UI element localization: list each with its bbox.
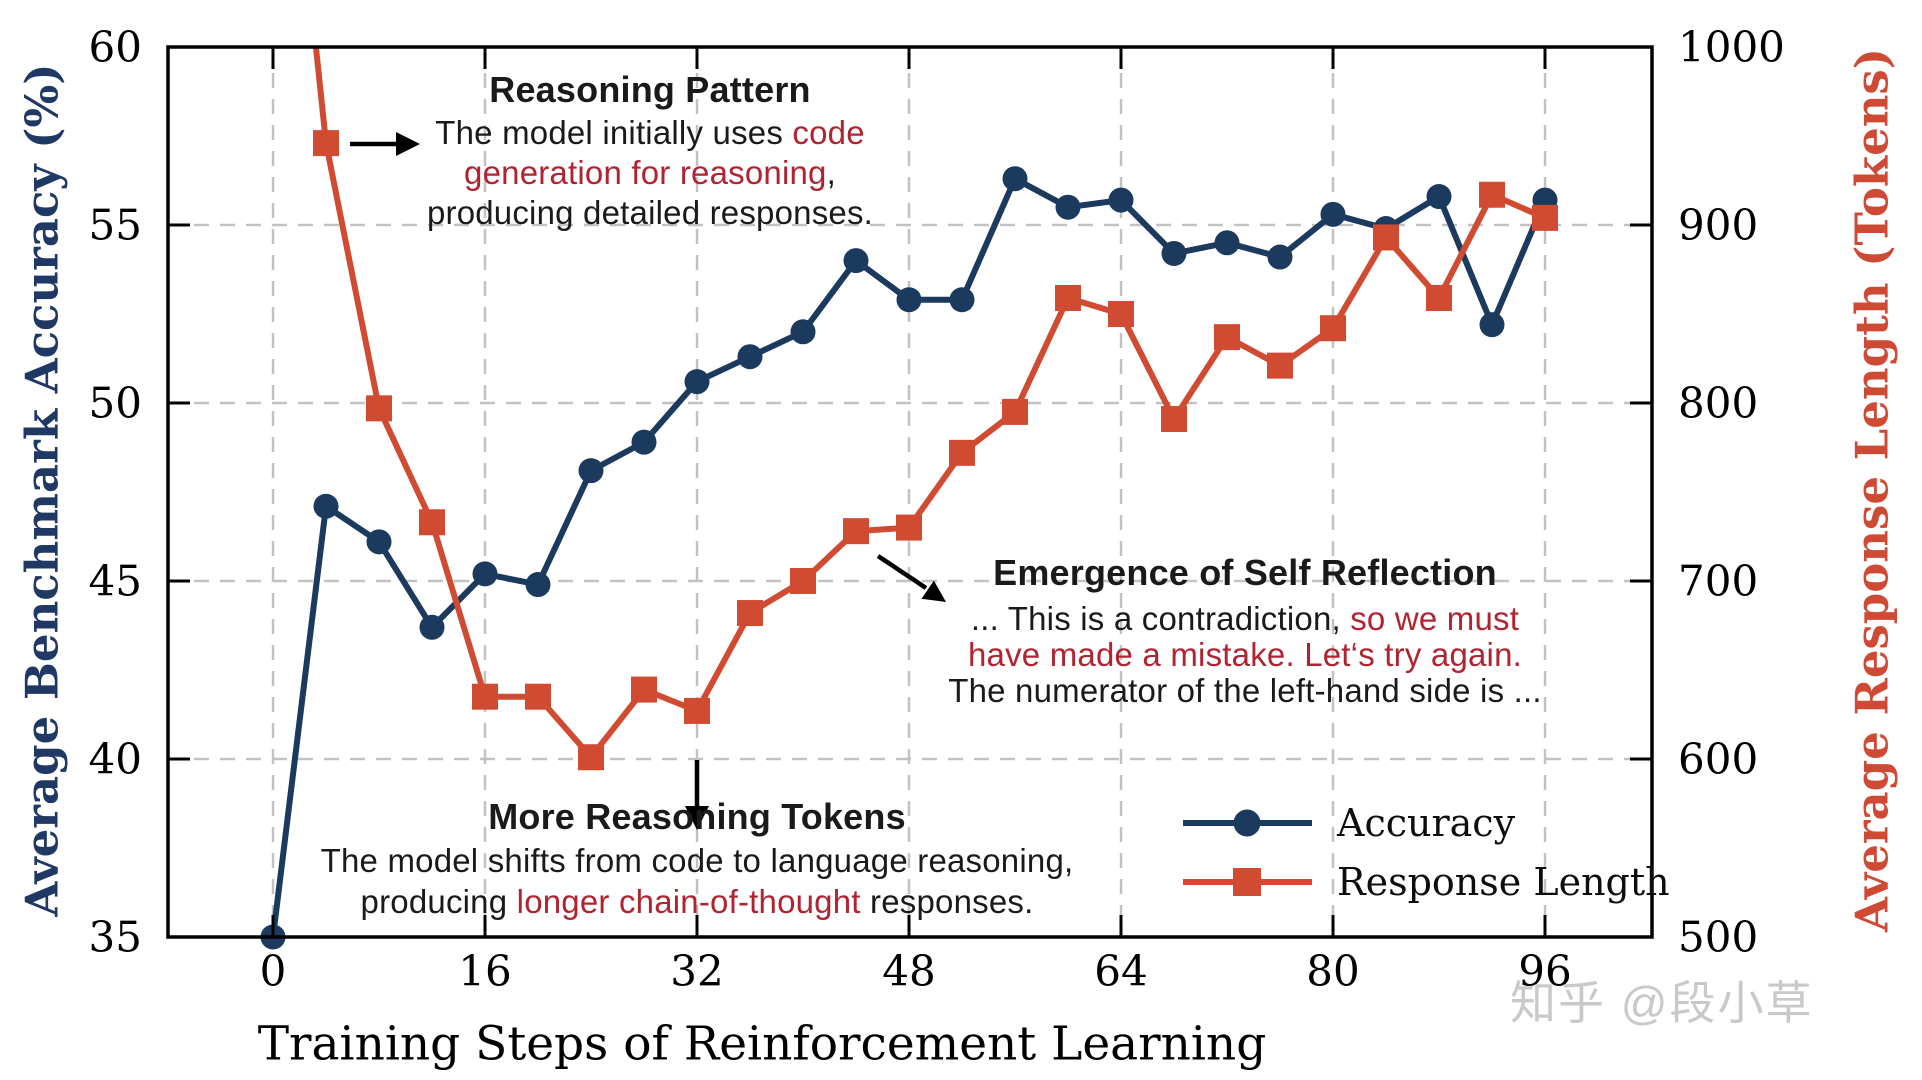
annotation-text-more-reasoning-tokens: producing longer chain-of-thought respon… bbox=[360, 883, 1034, 920]
response-length-markers bbox=[313, 130, 1558, 771]
x-tick-label: 80 bbox=[1306, 946, 1360, 996]
y-right-axis-title: Average Response Length (Tokens) bbox=[1845, 47, 1899, 933]
x-tick-label: 32 bbox=[670, 946, 724, 996]
x-tick-label: 96 bbox=[1518, 946, 1572, 996]
x-tick-label: 16 bbox=[458, 946, 512, 996]
legend-samples bbox=[1183, 809, 1312, 896]
y-right-tick-label: 600 bbox=[1678, 734, 1759, 784]
annotation-text-emergence-of-self-reflection: The numerator of the left-hand side is .… bbox=[948, 672, 1542, 709]
y-left-tick-label: 55 bbox=[88, 200, 142, 250]
y-left-axis-title: Average Benchmark Accuracy (%) bbox=[15, 63, 69, 917]
gridlines bbox=[168, 47, 1652, 937]
annotation-text-reasoning-pattern: generation for reasoning, bbox=[464, 154, 836, 191]
tick-marks bbox=[168, 45, 1652, 939]
annotation-text-emergence-of-self-reflection: have made a mistake. Let‘s try again. bbox=[967, 636, 1523, 673]
y-left-tick-label: 35 bbox=[88, 912, 142, 962]
annotation-title-emergence-of-self-reflection: Emergence of Self Reflection bbox=[993, 552, 1497, 593]
y-left-tick-label: 60 bbox=[88, 22, 142, 72]
x-tick-label: 48 bbox=[882, 946, 936, 996]
annotation-arrows bbox=[350, 132, 946, 830]
annotation-text-reasoning-pattern: producing detailed responses. bbox=[426, 194, 874, 231]
annotation-text-emergence-of-self-reflection: ... This is a contradiction, so we must bbox=[970, 600, 1520, 637]
x-tick-label: 0 bbox=[259, 946, 287, 996]
y-left-tick-label: 50 bbox=[88, 378, 142, 428]
accuracy-markers bbox=[260, 166, 1558, 950]
y-right-tick-label: 800 bbox=[1678, 378, 1759, 428]
y-right-tick-label: 700 bbox=[1678, 556, 1759, 606]
legend-item-response-length: Response Length bbox=[1337, 860, 1670, 904]
y-right-tick-label: 1000 bbox=[1678, 22, 1785, 72]
y-left-tick-label: 40 bbox=[88, 734, 142, 784]
annotation-title-more-reasoning-tokens: More Reasoning Tokens bbox=[488, 796, 906, 837]
annotation-text-reasoning-pattern: The model initially uses code bbox=[435, 114, 865, 151]
legend-item-accuracy: Accuracy bbox=[1337, 801, 1516, 845]
annotation-title-reasoning-pattern: Reasoning Pattern bbox=[489, 69, 811, 110]
y-right-tick-label: 900 bbox=[1678, 200, 1759, 250]
x-axis-title: Training Steps of Reinforcement Learning bbox=[257, 1016, 1267, 1072]
x-tick-label: 64 bbox=[1094, 946, 1148, 996]
annotation-text-more-reasoning-tokens: The model shifts from code to language r… bbox=[320, 842, 1074, 879]
y-right-tick-label: 500 bbox=[1678, 912, 1759, 962]
y-left-tick-label: 45 bbox=[88, 556, 142, 606]
watermark: 知乎 @段小草 bbox=[1510, 977, 1814, 1029]
